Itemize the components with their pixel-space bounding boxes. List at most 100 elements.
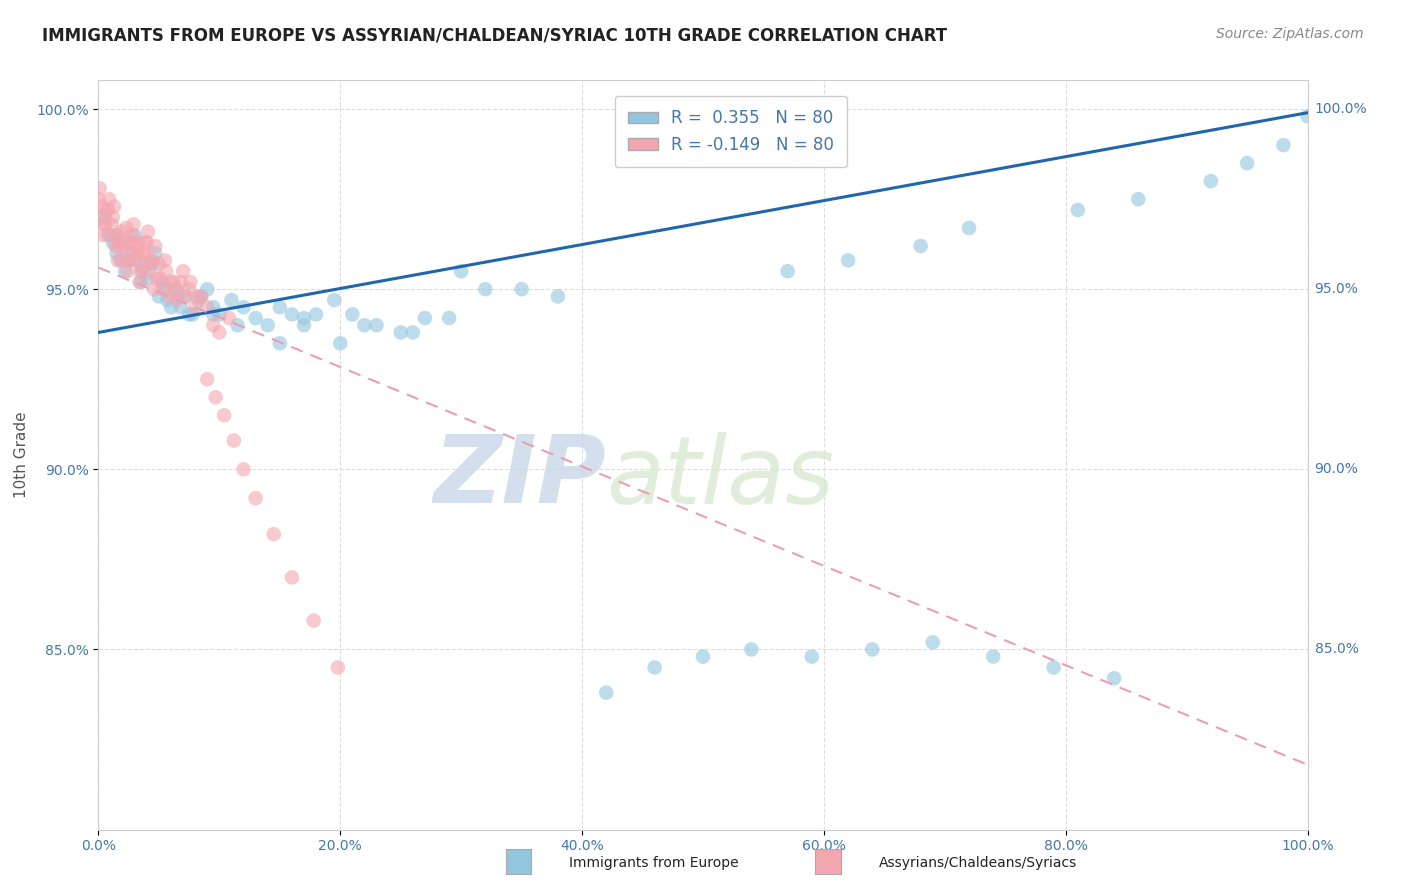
Point <box>202 300 225 314</box>
Point <box>108 239 131 253</box>
Point <box>166 293 188 307</box>
Point <box>155 264 177 278</box>
Point <box>118 253 141 268</box>
Point <box>281 308 304 322</box>
Point <box>127 235 149 250</box>
Point <box>143 282 166 296</box>
Point <box>389 326 412 340</box>
Point <box>139 253 162 268</box>
Point <box>1199 174 1222 188</box>
Point <box>111 235 134 250</box>
Point <box>166 282 188 296</box>
Point <box>305 308 328 322</box>
Point <box>118 253 141 268</box>
Point <box>163 282 186 296</box>
Point <box>437 311 460 326</box>
Point <box>837 253 859 268</box>
Point <box>323 293 346 307</box>
Point <box>132 246 155 260</box>
Point <box>692 649 714 664</box>
Point <box>292 311 315 326</box>
Point <box>97 228 120 243</box>
Point <box>93 218 115 232</box>
Point <box>93 210 115 224</box>
Point <box>117 264 139 278</box>
Point <box>174 289 197 303</box>
Text: 85.0%: 85.0% <box>1315 642 1358 657</box>
Point <box>263 527 285 541</box>
Point <box>105 246 128 260</box>
Text: 90.0%: 90.0% <box>1315 462 1358 476</box>
Point <box>129 275 152 289</box>
Point <box>160 275 183 289</box>
Point <box>105 228 128 243</box>
Point <box>110 225 132 239</box>
Point <box>169 275 191 289</box>
Point <box>226 318 249 333</box>
Point <box>153 253 176 268</box>
Point <box>204 390 226 404</box>
Point <box>256 318 278 333</box>
Text: atlas: atlas <box>606 432 835 523</box>
Point <box>232 300 254 314</box>
Point <box>87 192 110 206</box>
Text: 100.0%: 100.0% <box>1315 102 1367 116</box>
Point <box>195 282 218 296</box>
Point <box>91 228 114 243</box>
Point <box>179 308 201 322</box>
Point <box>97 202 120 217</box>
Point <box>149 271 172 285</box>
Point <box>208 326 231 340</box>
Point <box>910 239 932 253</box>
Point <box>128 275 150 289</box>
Point <box>121 246 143 260</box>
Point <box>1042 660 1064 674</box>
Point <box>90 210 112 224</box>
Point <box>100 218 122 232</box>
Point <box>169 300 191 314</box>
Point <box>353 318 375 333</box>
Point <box>139 257 162 271</box>
Text: Source: ZipAtlas.com: Source: ZipAtlas.com <box>1216 27 1364 41</box>
Point <box>108 253 131 268</box>
Point <box>124 253 146 268</box>
Point <box>108 235 131 250</box>
Point <box>135 271 157 285</box>
Point <box>129 264 152 278</box>
Point <box>138 264 160 278</box>
Point <box>122 218 145 232</box>
Point <box>195 300 218 314</box>
Point <box>134 246 156 260</box>
Point <box>162 275 184 289</box>
Point <box>1128 192 1150 206</box>
Point <box>131 264 153 278</box>
Point <box>245 311 267 326</box>
Legend: R =  0.355   N = 80, R = -0.149   N = 80: R = 0.355 N = 80, R = -0.149 N = 80 <box>614 96 848 167</box>
Point <box>740 642 762 657</box>
Point <box>302 614 325 628</box>
Point <box>510 282 533 296</box>
Point <box>136 225 159 239</box>
Point <box>127 246 149 260</box>
Point <box>190 289 212 303</box>
Point <box>269 300 291 314</box>
Point <box>245 491 267 505</box>
Point <box>1236 156 1258 170</box>
Text: Immigrants from Europe: Immigrants from Europe <box>569 855 740 870</box>
Text: Assyrians/Chaldeans/Syriacs: Assyrians/Chaldeans/Syriacs <box>879 855 1077 870</box>
Point <box>103 199 125 213</box>
Point <box>221 293 243 307</box>
Point <box>111 253 134 268</box>
Point <box>202 308 225 322</box>
Point <box>366 318 388 333</box>
Point <box>118 253 141 268</box>
Point <box>776 264 799 278</box>
Text: ZIP: ZIP <box>433 432 606 524</box>
Point <box>1102 671 1125 685</box>
Point <box>281 570 304 584</box>
Point <box>94 218 117 232</box>
Point <box>114 264 136 278</box>
Point <box>124 228 146 243</box>
Point <box>120 235 142 250</box>
Point <box>105 228 128 243</box>
